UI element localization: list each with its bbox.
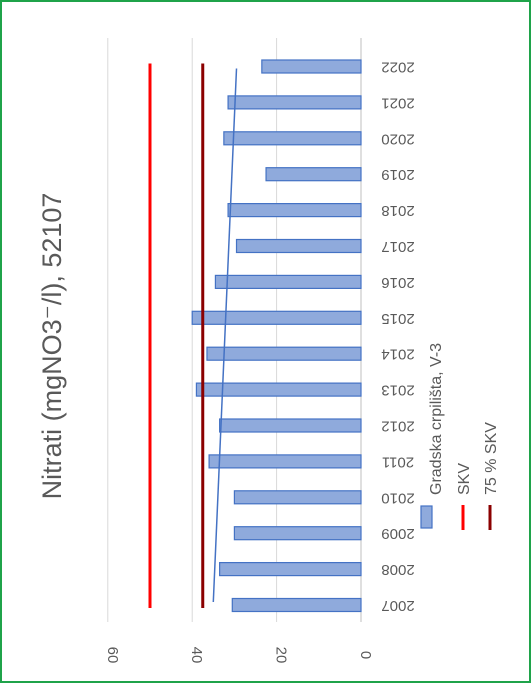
y-tick-60: 60 [104,647,121,664]
bar-2011 [209,455,361,468]
legend-label-1: SKV [456,463,473,495]
x-tick-2007: 2007 [381,597,414,614]
x-tick-2017: 2017 [381,238,414,255]
x-tick-2019: 2019 [381,166,414,183]
x-tick-2018: 2018 [381,202,414,219]
bar-2019 [266,168,361,181]
chart-title: Nitrati (mgNO3⁻/l), 52107 [37,193,67,500]
bar-2020 [224,132,361,145]
x-tick-2009: 2009 [381,525,414,542]
y-tick-20: 20 [273,647,290,664]
bar-2012 [220,419,361,432]
x-tick-2010: 2010 [381,489,414,506]
legend-label-2: 75 % SKV [483,422,500,495]
x-tick-2021: 2021 [381,94,414,111]
bar-2018 [228,204,361,217]
bar-2009 [234,527,361,540]
y-tick-labels: 0 20 40 60 [104,647,374,664]
bar-2010 [234,491,361,504]
bar-2017 [237,240,361,253]
x-tick-2014: 2014 [381,346,414,363]
y-tick-40: 40 [188,647,205,664]
x-tick-2016: 2016 [381,274,414,291]
bar-2021 [228,96,361,109]
x-tick-2020: 2020 [381,130,414,147]
x-tick-2012: 2012 [381,418,414,435]
bar-2022 [262,60,361,73]
bar-2016 [215,275,361,288]
bar-2014 [207,347,361,360]
x-tick-2022: 2022 [381,59,414,76]
bar-2013 [196,383,361,396]
x-tick-2008: 2008 [381,561,414,578]
x-tick-2011: 2011 [382,453,414,470]
bar-2007 [232,599,361,612]
bar-2008 [220,563,361,576]
x-tick-2013: 2013 [381,382,414,399]
legend-label-0: Gradska crpilišta, V-3 [428,343,445,495]
bar-2015 [192,311,361,324]
y-tick-0: 0 [357,651,374,659]
legend-swatch-bar [421,506,432,528]
x-tick-labels: 2007 2008 2009 2010 2011 2012 2013 2014 2015 2016… [381,59,414,615]
x-tick-2015: 2015 [381,310,414,327]
legend: Gradska crpilišta, V-3 SKV 75 % SKV [421,343,500,530]
trendline [213,69,236,603]
